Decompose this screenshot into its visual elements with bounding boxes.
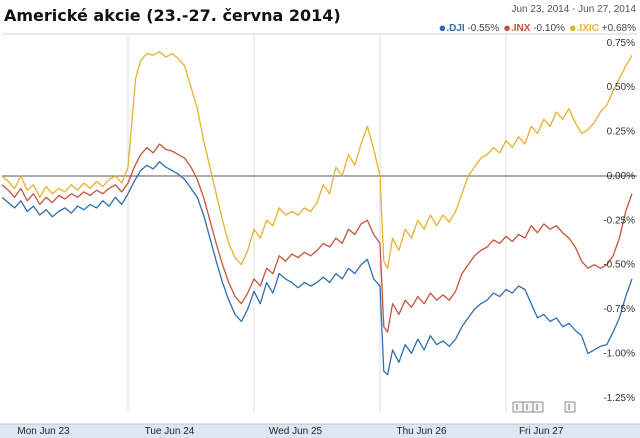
legend-dot-icon: ● xyxy=(568,20,577,35)
chart-marker-control-icon[interactable] xyxy=(532,401,544,413)
legend-series-change: -0.55% xyxy=(464,23,500,34)
y-tick-label: -0.25% xyxy=(603,215,635,226)
x-tick-label: Fri Jun 27 xyxy=(519,426,564,437)
y-tick-label: 0.50% xyxy=(607,82,635,93)
chart-marker-control-icon[interactable] xyxy=(512,401,524,413)
y-tick-label: -1.00% xyxy=(603,348,635,359)
x-tick-label: Mon Jun 23 xyxy=(17,426,70,437)
legend-dot-icon: ● xyxy=(438,20,447,35)
y-tick-label: -1.25% xyxy=(603,393,635,404)
x-tick-label: Thu Jun 26 xyxy=(396,426,446,437)
y-tick-label: -0.75% xyxy=(603,304,635,315)
y-tick-label: 0.25% xyxy=(607,127,635,138)
y-tick-label: 0.75% xyxy=(607,38,635,49)
legend-dot-icon: ● xyxy=(503,20,511,35)
legend: ●.DJI -0.55% ●.INX -0.10% ●.IXIC +0.68% xyxy=(434,20,636,35)
x-tick-label: Wed Jun 25 xyxy=(269,426,323,437)
series-lines xyxy=(1,51,633,376)
legend-item: ●.IXIC +0.68% xyxy=(568,20,636,35)
y-tick-label: -0.50% xyxy=(603,260,635,271)
legend-series-change: -0.10% xyxy=(530,23,565,34)
legend-item: ●.INX -0.10% xyxy=(503,20,565,35)
chart-marker-control-icon[interactable] xyxy=(522,401,534,413)
series-line-ixic xyxy=(1,51,633,269)
chart-controls xyxy=(512,401,576,413)
legend-series-name: .DJI xyxy=(446,23,465,34)
grid xyxy=(2,33,637,412)
x-axis-bar xyxy=(0,424,640,438)
chart-title: Americké akcie (23.-27. června 2014) xyxy=(4,6,341,25)
y-axis-labels: 0.75% 0.50% 0.25% 0.00% -0.25% -0.50% -0.75% -1… xyxy=(603,38,635,404)
chart-marker-control-icon[interactable] xyxy=(564,401,576,413)
y-tick-label: 0.00% xyxy=(607,171,635,182)
legend-item: ●.DJI -0.55% xyxy=(438,20,500,35)
legend-series-name: .INX xyxy=(511,23,531,34)
legend-series-name: .IXIC xyxy=(576,23,600,34)
date-range: Jun 23, 2014 - Jun 27, 2014 xyxy=(511,4,636,15)
x-tick-label: Tue Jun 24 xyxy=(145,426,195,437)
series-line-inx xyxy=(1,143,633,333)
series-line-dji xyxy=(1,161,633,376)
legend-series-change: +0.68% xyxy=(599,23,636,34)
x-axis: Mon Jun 23 Tue Jun 24 Wed Jun 25 Thu Jun 26… xyxy=(0,423,640,438)
